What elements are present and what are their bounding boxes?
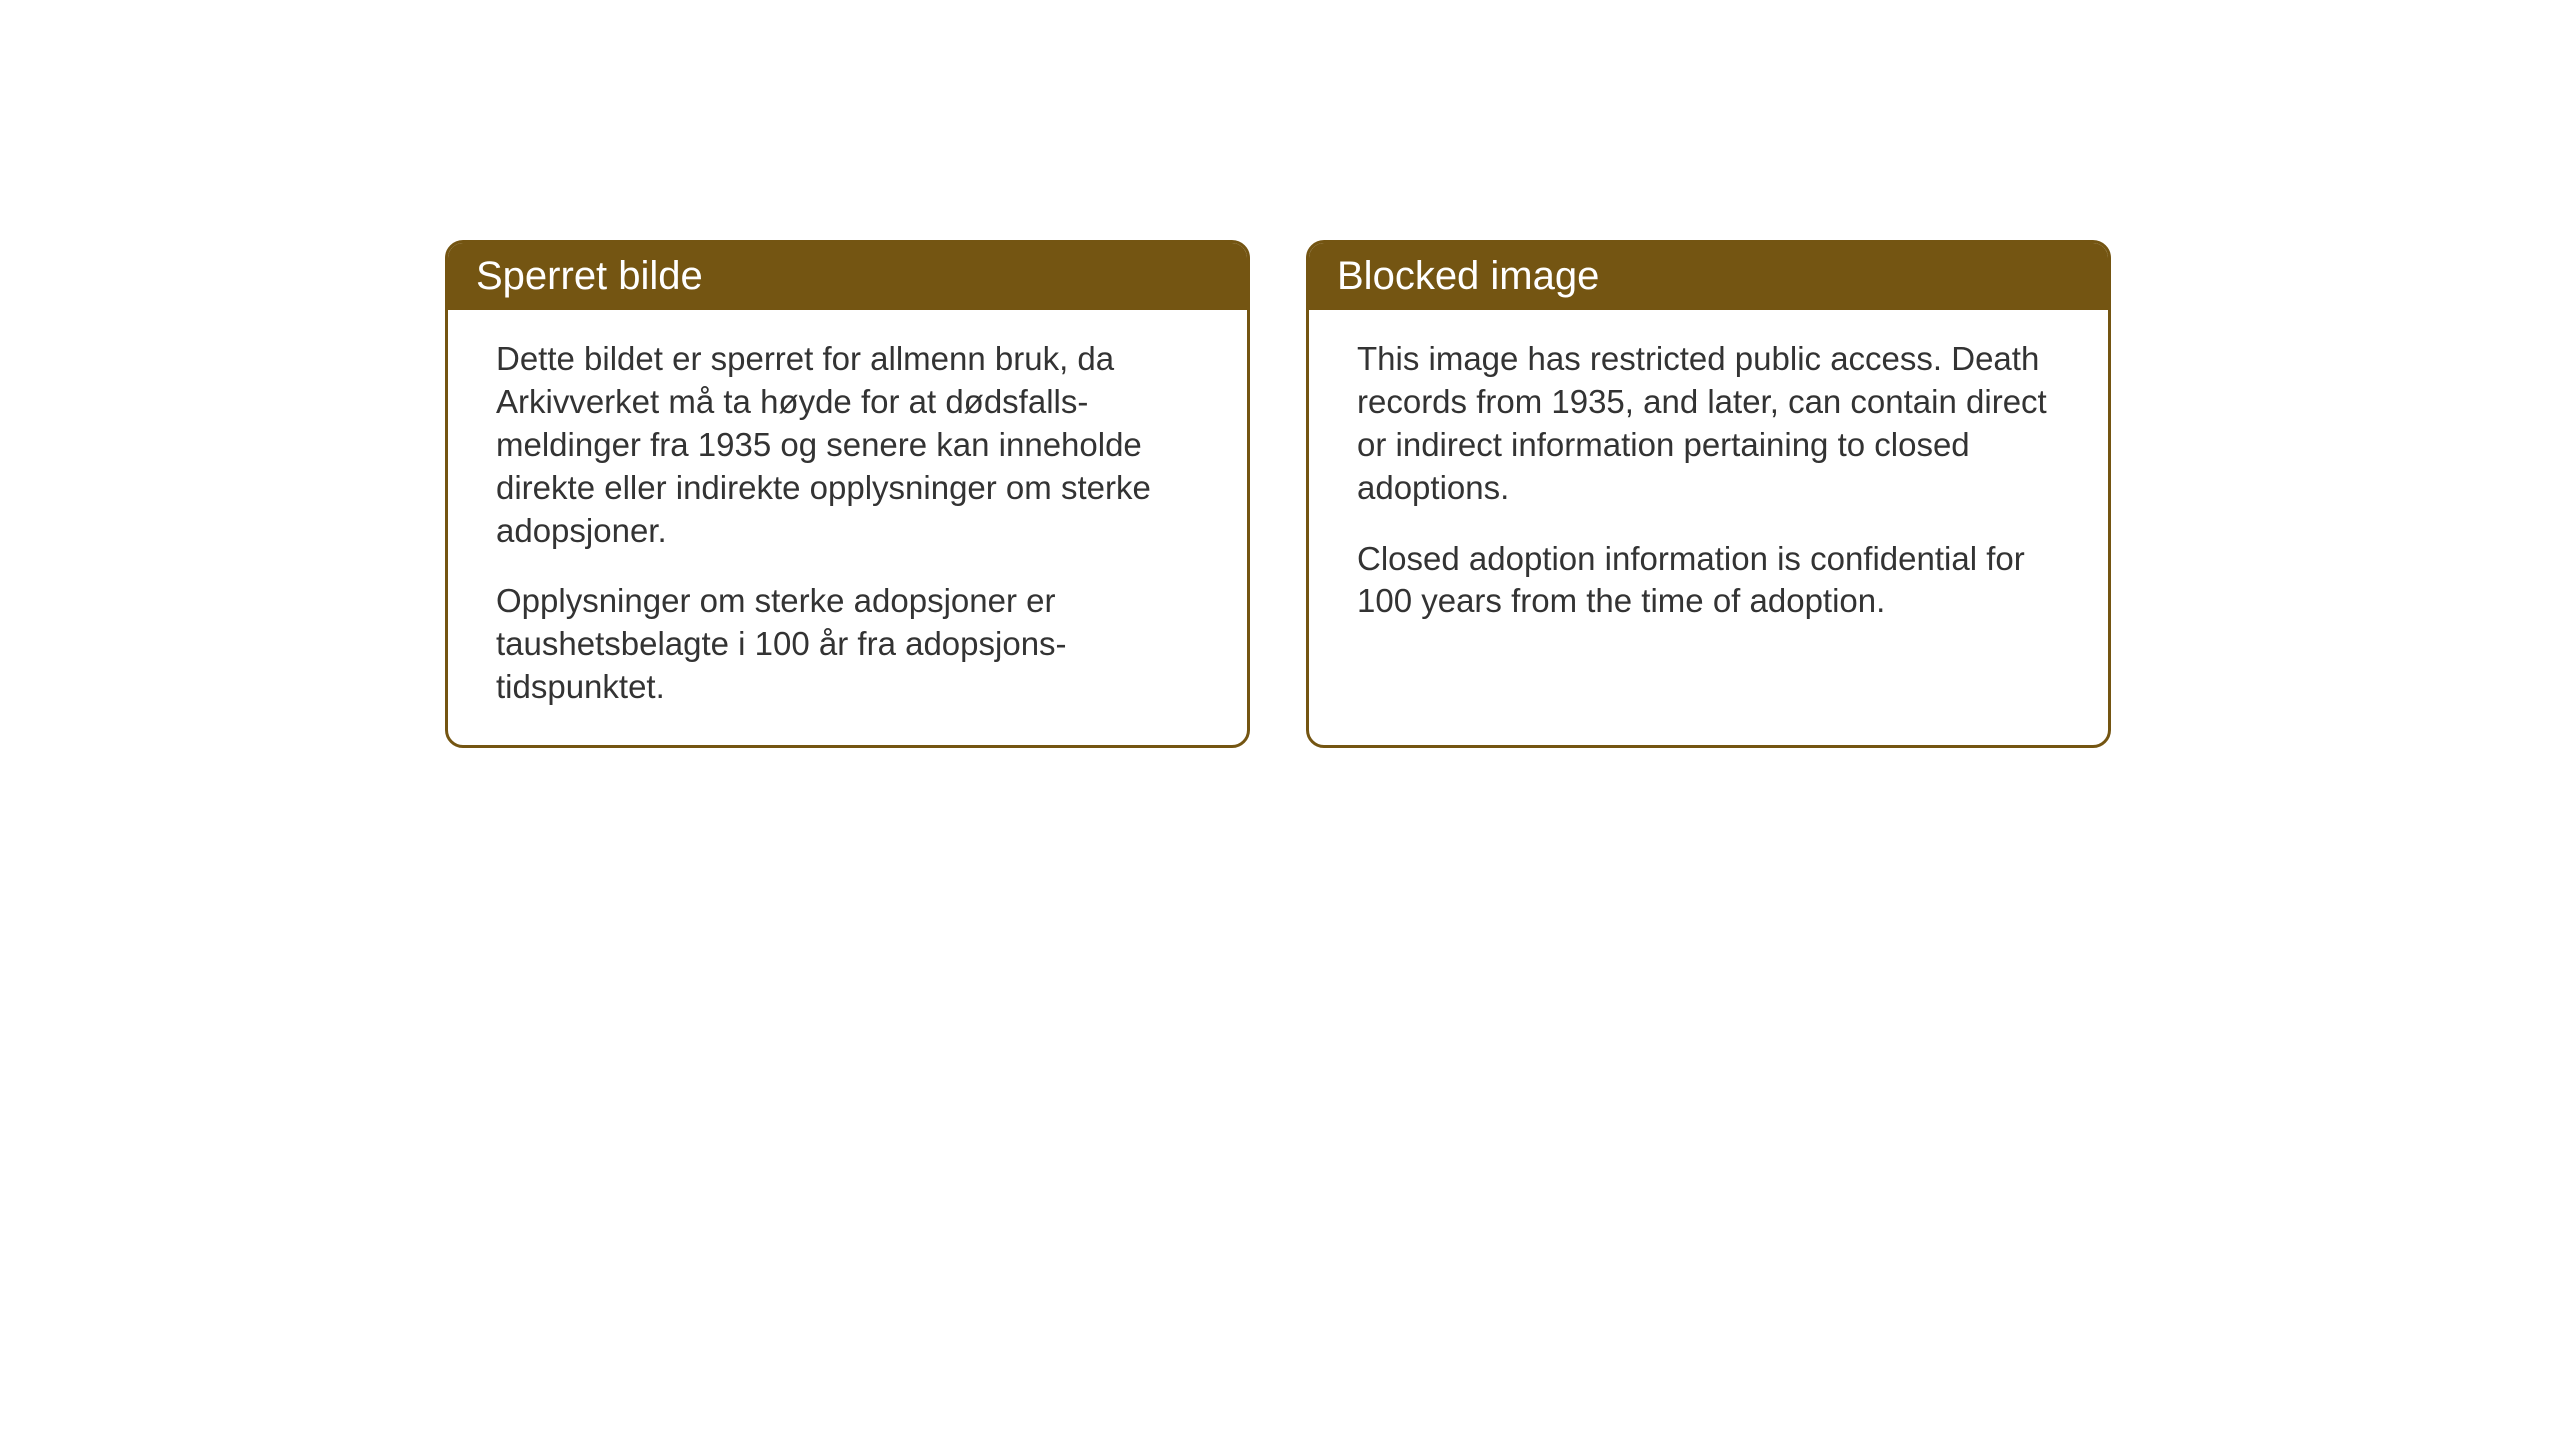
notice-container: Sperret bilde Dette bildet er sperret fo… [445,240,2111,748]
notice-body-norwegian: Dette bildet er sperret for allmenn bruk… [448,310,1247,745]
notice-paragraph-2-norwegian: Opplysninger om sterke adopsjoner er tau… [496,580,1199,709]
notice-title-english: Blocked image [1309,243,2108,310]
notice-card-norwegian: Sperret bilde Dette bildet er sperret fo… [445,240,1250,748]
notice-body-english: This image has restricted public access.… [1309,310,2108,745]
notice-paragraph-1-english: This image has restricted public access.… [1357,338,2060,510]
notice-title-norwegian: Sperret bilde [448,243,1247,310]
notice-paragraph-1-norwegian: Dette bildet er sperret for allmenn bruk… [496,338,1199,552]
notice-paragraph-2-english: Closed adoption information is confident… [1357,538,2060,624]
notice-card-english: Blocked image This image has restricted … [1306,240,2111,748]
